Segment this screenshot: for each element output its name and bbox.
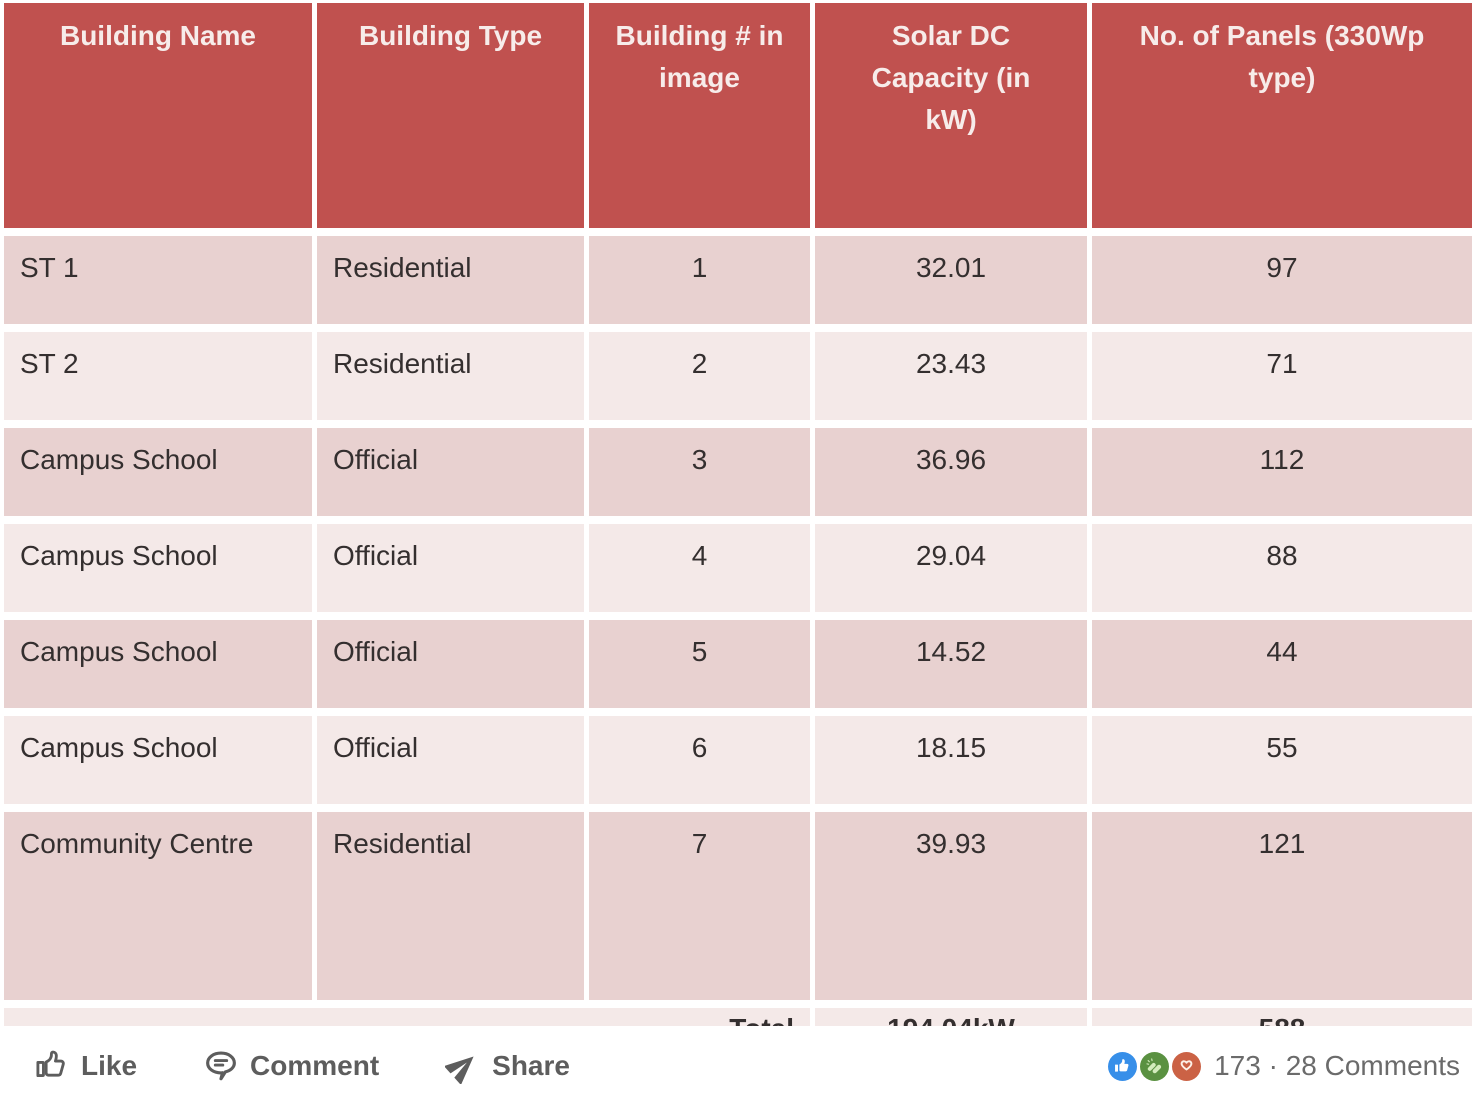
cell-capacity: 29.04 (815, 524, 1092, 620)
table-row: Campus School Official 6 18.15 55 (4, 716, 1472, 812)
love-reaction-icon (1172, 1051, 1202, 1081)
cell-total-label: Total (4, 1008, 815, 1026)
cell-building-number: 7 (589, 812, 815, 1008)
cell-capacity: 32.01 (815, 236, 1092, 332)
share-arrow-icon (445, 1048, 481, 1084)
cell-capacity: 39.93 (815, 812, 1092, 1008)
solar-capacity-table: Building Name Building Type Building # i… (4, 3, 1472, 1026)
cell-building-number: 5 (589, 620, 815, 716)
table-row: Campus School Official 5 14.52 44 (4, 620, 1472, 716)
cell-panels: 44 (1092, 620, 1472, 716)
cell-building-name: Campus School (4, 716, 317, 812)
like-button-label: Like (81, 1050, 138, 1081)
header-panel-count: No. of Panels (330Wp type) (1092, 3, 1472, 236)
cell-building-name: Campus School (4, 620, 317, 716)
table-row: Campus School Official 4 29.04 88 (4, 524, 1472, 620)
cell-building-name: Community Centre (4, 812, 317, 1008)
like-reaction-icon (1108, 1051, 1138, 1081)
cell-panels: 71 (1092, 332, 1472, 428)
cell-capacity: 18.15 (815, 716, 1092, 812)
cell-building-number: 6 (589, 716, 815, 812)
cell-panels: 121 (1092, 812, 1472, 1008)
cell-building-type: Residential (317, 236, 589, 332)
table-header-row: Building Name Building Type Building # i… (4, 3, 1472, 236)
header-building-name: Building Name (4, 3, 317, 236)
cell-building-type: Official (317, 524, 589, 620)
table-row: Community Centre Residential 7 39.93 121 (4, 812, 1472, 1008)
header-building-number: Building # in image (589, 3, 815, 236)
cell-panels: 112 (1092, 428, 1472, 524)
share-button[interactable]: Share (445, 1048, 570, 1084)
cell-capacity: 14.52 (815, 620, 1092, 716)
comment-button[interactable]: Comment (203, 1048, 379, 1084)
reaction-count-text[interactable]: 173 · 28 Comments (1214, 1050, 1460, 1081)
table-row: ST 2 Residential 2 23.43 71 (4, 332, 1472, 428)
cell-building-number: 4 (589, 524, 815, 620)
cell-building-type: Official (317, 716, 589, 812)
cell-building-type: Residential (317, 812, 589, 1008)
cell-building-name: Campus School (4, 524, 317, 620)
cell-building-number: 1 (589, 236, 815, 332)
social-action-bar: Like Comment Share (0, 1026, 1472, 1106)
cell-building-type: Official (317, 620, 589, 716)
cell-building-name: Campus School (4, 428, 317, 524)
cell-capacity: 36.96 (815, 428, 1092, 524)
cell-capacity: 23.43 (815, 332, 1092, 428)
cell-building-name: ST 1 (4, 236, 317, 332)
header-building-type: Building Type (317, 3, 589, 236)
cell-total-panels: 588 (1092, 1008, 1472, 1026)
table-row: Campus School Official 3 36.96 112 (4, 428, 1472, 524)
cell-panels: 97 (1092, 236, 1472, 332)
cell-building-type: Official (317, 428, 589, 524)
table-total-row: Total 194.04kW 588 (4, 1008, 1472, 1026)
comment-button-label: Comment (250, 1050, 380, 1081)
cell-total-capacity: 194.04kW (815, 1008, 1092, 1026)
comment-bubble-icon (203, 1048, 239, 1084)
cell-building-number: 2 (589, 332, 815, 428)
cell-building-name: ST 2 (4, 332, 317, 428)
header-solar-capacity: Solar DC Capacity (in kW) (815, 3, 1092, 236)
cell-panels: 88 (1092, 524, 1472, 620)
reaction-summary[interactable]: 173 · 28 Comments (1105, 1050, 1460, 1082)
cell-building-number: 3 (589, 428, 815, 524)
like-button[interactable]: Like (34, 1048, 137, 1084)
thumbs-up-icon (34, 1048, 70, 1084)
table-row: ST 1 Residential 1 32.01 97 (4, 236, 1472, 332)
cell-panels: 55 (1092, 716, 1472, 812)
post-image-table: Building Name Building Type Building # i… (4, 3, 1472, 1026)
celebrate-reaction-icon (1140, 1051, 1170, 1081)
share-button-label: Share (492, 1050, 570, 1081)
cell-building-type: Residential (317, 332, 589, 428)
